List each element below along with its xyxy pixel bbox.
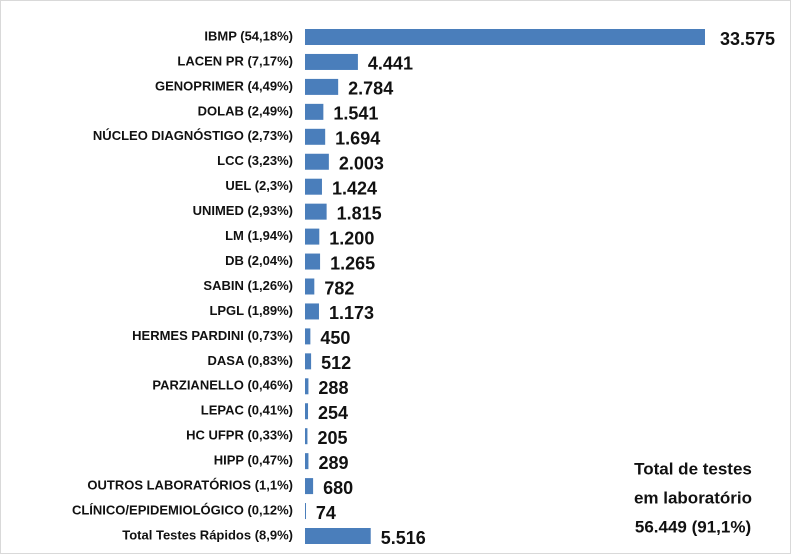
- bar: [305, 178, 322, 195]
- category-label: LPGL (1,89%): [209, 303, 293, 318]
- value-label: 680: [323, 478, 353, 498]
- value-label: 1.815: [337, 203, 382, 223]
- category-label: GENOPRIMER (4,49%): [155, 78, 293, 93]
- value-label: 2.003: [339, 154, 384, 174]
- bar: [305, 103, 324, 120]
- value-label: 782: [324, 278, 354, 298]
- bar: [305, 78, 339, 95]
- category-label: LM (1,94%): [225, 228, 293, 243]
- category-label: HC UFPR (0,33%): [186, 428, 293, 443]
- value-label: 254: [318, 403, 348, 423]
- bar: [305, 203, 327, 220]
- category-label: HIPP (0,47%): [214, 453, 293, 468]
- category-label: LACEN PR (7,17%): [177, 53, 293, 68]
- category-label: NÚCLEO DIAGNÓSTIGO (2,73%): [93, 128, 293, 143]
- category-label: DB (2,04%): [225, 253, 293, 268]
- value-label: 1.424: [332, 178, 377, 198]
- annotation: 56.449 (91,1%): [635, 517, 751, 536]
- category-label: SABIN (1,26%): [203, 278, 293, 293]
- category-label: HERMES PARDINI (0,73%): [132, 328, 293, 343]
- bar: [305, 278, 315, 295]
- bar: [305, 453, 309, 470]
- value-label: 1.265: [330, 253, 375, 273]
- bar: [305, 153, 329, 170]
- bar: [305, 253, 321, 270]
- category-label: CLÍNICO/EPIDEMIOLÓGICO (0,12%): [72, 502, 293, 517]
- value-label: 1.173: [329, 303, 374, 323]
- value-label: 205: [317, 428, 347, 448]
- value-label: 289: [318, 453, 348, 473]
- value-label: 2.784: [348, 79, 393, 99]
- bar: [305, 503, 306, 520]
- bar: [305, 528, 371, 544]
- bar: [305, 353, 312, 370]
- value-label: 512: [321, 353, 351, 373]
- bar: [305, 478, 314, 495]
- bar: [305, 303, 319, 320]
- value-label: 4.441: [368, 54, 413, 74]
- category-label: UNIMED (2,93%): [193, 203, 293, 218]
- category-label: Total Testes Rápidos (8,9%): [122, 527, 293, 542]
- value-label: 1.541: [333, 104, 378, 124]
- annotation: Total de testes: [634, 459, 752, 478]
- category-label: OUTROS LABORATÓRIOS (1,1%): [87, 478, 293, 493]
- value-label: 1.200: [329, 228, 374, 248]
- bar: [305, 53, 358, 70]
- category-label: LCC (3,23%): [217, 153, 293, 168]
- bar: [305, 128, 326, 145]
- value-label: 450: [320, 328, 350, 348]
- value-label: 5.516: [381, 528, 426, 548]
- bar: [305, 428, 308, 445]
- category-label: PARZIANELLO (0,46%): [152, 378, 293, 393]
- value-label: 288: [318, 378, 348, 398]
- bar: [305, 29, 705, 45]
- bar: [305, 328, 311, 345]
- value-label: 33.575: [720, 29, 775, 49]
- bar: [305, 403, 309, 420]
- category-label: LEPAC (0,41%): [201, 403, 293, 418]
- category-label: IBMP (54,18%): [204, 28, 293, 43]
- category-label: DASA (0,83%): [208, 353, 293, 368]
- value-label: 1.694: [335, 129, 380, 149]
- bar: [305, 378, 309, 395]
- value-label: 74: [316, 503, 336, 523]
- category-label: UEL (2,3%): [225, 178, 293, 193]
- bar: [305, 228, 320, 245]
- category-label: DOLAB (2,49%): [198, 103, 293, 118]
- annotation: em laboratório: [634, 488, 752, 507]
